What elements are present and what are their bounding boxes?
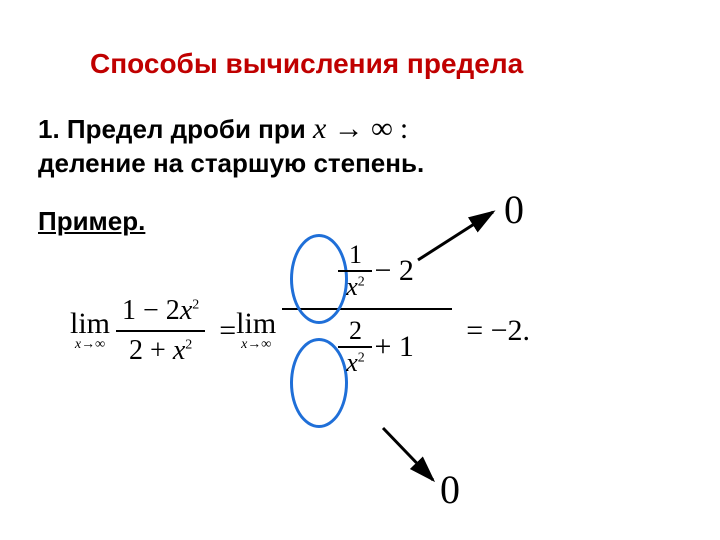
- method-line-2: деление на старшую степень.: [38, 148, 424, 179]
- colon: :: [400, 112, 408, 145]
- arrow-bottom: [368, 420, 478, 500]
- tall-frac-top: 1 x2 − 2: [320, 240, 413, 302]
- page-title: Способы вычисления предела: [90, 48, 523, 80]
- lim-sub-right: x→∞: [241, 337, 271, 353]
- left-frac-num: 1 − 2x2: [116, 292, 205, 330]
- tall-frac-mainbar: [282, 308, 452, 310]
- result-tail: = −2.: [466, 270, 530, 348]
- lim-text: lim: [70, 309, 110, 339]
- mini-top-den: x2: [344, 272, 367, 302]
- lim-sub-left: x→∞: [75, 337, 105, 353]
- mini-frac-bottom: 2 x2: [338, 316, 372, 378]
- mini-frac-top: 1 x2: [338, 240, 372, 302]
- mini-bot-den: x2: [344, 348, 367, 378]
- mini-top-num: 1: [347, 240, 364, 270]
- bot-tail: + 1: [374, 330, 413, 364]
- mini-bot-num: 2: [347, 316, 364, 346]
- left-fraction: 1 − 2x2 2 + x2: [116, 248, 205, 369]
- x-to-infinity: x → ∞: [313, 112, 393, 145]
- equation-block: lim x→∞ 1 − 2x2 2 + x2 = lim x→∞ 1 x2: [70, 240, 530, 378]
- top-tail: − 2: [374, 254, 413, 288]
- zero-top: 0: [504, 186, 524, 233]
- limit-left: lim x→∞: [70, 265, 110, 353]
- tall-frac-bottom: 2 x2 + 1: [320, 316, 413, 378]
- method-line-1: 1. Предел дроби при x → ∞ :: [38, 112, 408, 146]
- zero-bottom: 0: [440, 466, 460, 513]
- equals-1: =: [219, 270, 236, 348]
- lim-text-2: lim: [236, 309, 276, 339]
- example-label: Пример.: [38, 206, 145, 237]
- limit-right: lim x→∞: [236, 265, 276, 353]
- right-tall-fraction: 1 x2 − 2 2 x2 + 1: [282, 240, 452, 378]
- left-frac-den: 2 + x2: [123, 332, 198, 370]
- line1-prefix: 1. Предел дроби при: [38, 114, 313, 144]
